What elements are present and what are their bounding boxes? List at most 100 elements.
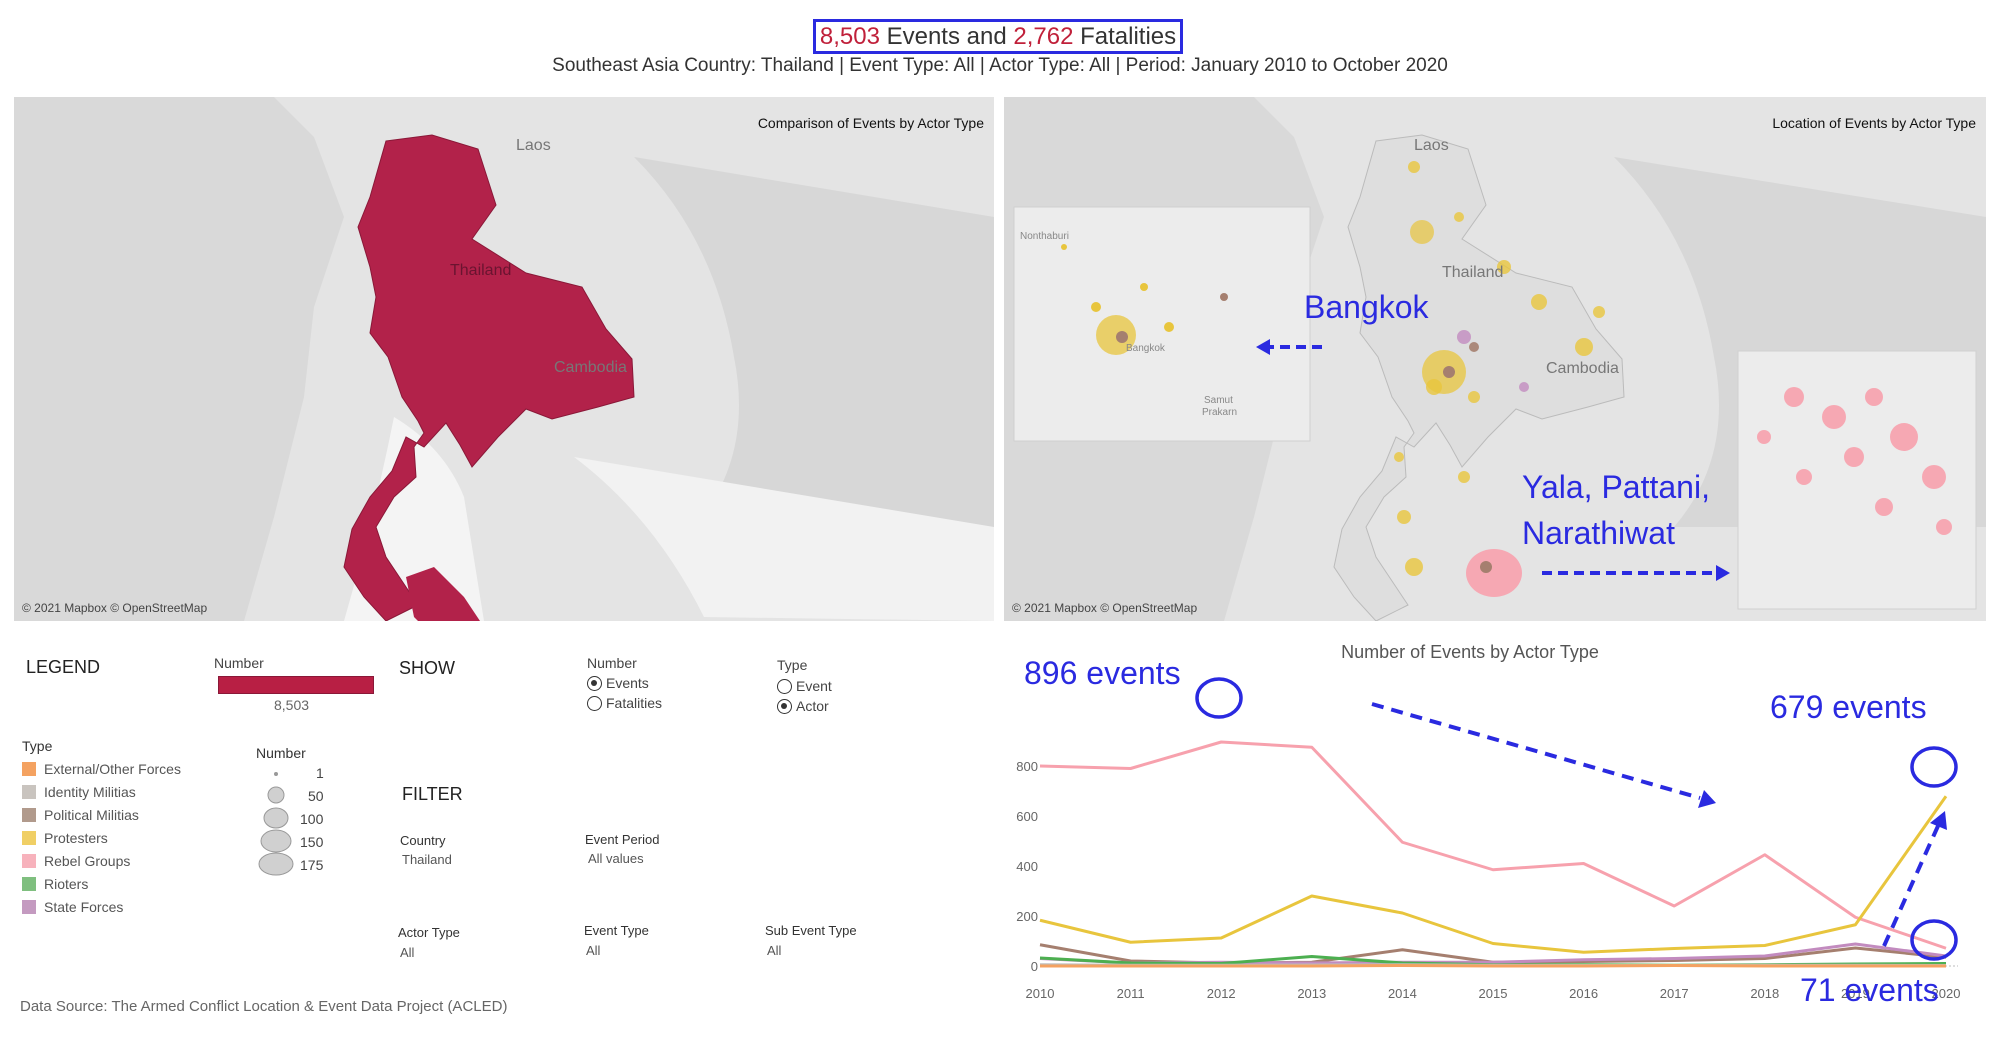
size-heading: Number xyxy=(256,745,306,761)
y-tick-label: 200 xyxy=(1016,909,1038,924)
legend-number-bar xyxy=(218,676,374,694)
label-thailand: Thailand xyxy=(450,262,512,279)
size-label-100: 100 xyxy=(300,811,324,827)
show-type-options: Event Actor xyxy=(777,676,832,716)
swatch xyxy=(22,830,36,845)
filter-actor-label: Actor Type xyxy=(398,925,460,940)
legend-heading: LEGEND xyxy=(26,657,101,677)
filter-country-label: Country xyxy=(400,833,446,848)
series-line-political-militias[interactable] xyxy=(1039,943,1947,965)
inset-label-bangkok: Bangkok xyxy=(1126,343,1165,354)
fatalities-count: 2,762 xyxy=(1013,23,1074,50)
events-count: 8,503 xyxy=(819,23,880,50)
x-tick-label: 2014 xyxy=(1388,986,1417,1001)
type-row-rebel[interactable]: Rebel Groups xyxy=(22,849,252,872)
annotation-bangkok: Bangkok xyxy=(1304,289,1429,325)
left-map-attribution: © 2021 Mapbox © OpenStreetMap xyxy=(22,601,208,615)
inset-label-prakarn: Prakarn xyxy=(1202,407,1238,418)
series-line-protesters[interactable] xyxy=(1039,795,1948,954)
swatch xyxy=(22,761,36,776)
filter-heading: FILTER xyxy=(402,784,463,804)
swatch xyxy=(22,899,36,914)
events-word: Events and xyxy=(879,23,1014,50)
filter-country-value[interactable]: Thailand xyxy=(402,852,452,867)
filter-period-label: Event Period xyxy=(585,832,660,847)
swatch xyxy=(22,807,36,822)
x-tick-label: 2011 xyxy=(1117,986,1145,1001)
label-cambodia: Cambodia xyxy=(554,359,627,376)
filter-sub-event-value[interactable]: All xyxy=(767,943,782,958)
type-row-external[interactable]: External/Other Forces xyxy=(22,757,252,780)
label-cambodia: Cambodia xyxy=(1546,360,1619,377)
show-heading: SHOW xyxy=(399,658,455,678)
filter-actor-value[interactable]: All xyxy=(400,945,415,960)
left-map-graphic xyxy=(14,97,994,621)
x-tick-label: 2016 xyxy=(1569,986,1598,1001)
type-legend-list: External/Other Forces Identity Militias … xyxy=(22,757,252,918)
x-tick-label: 2010 xyxy=(1026,986,1055,1001)
radio-icon xyxy=(587,695,602,711)
size-label-50: 50 xyxy=(308,788,324,804)
right-map[interactable]: Laos Thailand Cambodia Nonthaburi Bangko… xyxy=(1004,97,1986,621)
x-tick-label: 2013 xyxy=(1297,986,1326,1001)
x-tick-label: 2020 xyxy=(1932,986,1961,1001)
annotation-south-line1: Yala, Pattani, xyxy=(1522,469,1710,505)
filter-event-type-value[interactable]: All xyxy=(586,943,601,958)
inset-label-samut: Samut xyxy=(1204,395,1233,406)
size-label-1: 1 xyxy=(316,765,324,781)
show-number-options: Events Fatalities xyxy=(587,673,662,713)
radio-icon xyxy=(777,698,792,714)
swatch xyxy=(22,876,36,891)
series-line-rebel-groups[interactable] xyxy=(1039,740,1947,950)
filter-period-value[interactable]: All values xyxy=(588,851,644,866)
x-tick-label: 2018 xyxy=(1750,986,1779,1001)
headline-box: 8,503 Events and 2,762 Fatalities xyxy=(813,19,1183,54)
line-chart-panel: Number of Events by Actor Type 0 200 400 60… xyxy=(1000,630,1986,1037)
radio-fatalities[interactable]: Fatalities xyxy=(587,693,662,713)
left-map-title: Comparison of Events by Actor Type xyxy=(757,115,984,131)
y-tick-label: 400 xyxy=(1016,859,1038,874)
type-row-rioters[interactable]: Rioters xyxy=(22,872,252,895)
show-type-heading: Type xyxy=(777,657,808,673)
radio-icon xyxy=(777,678,792,694)
radio-events[interactable]: Events xyxy=(587,673,662,693)
y-tick-label: 800 xyxy=(1016,759,1038,774)
radio-actor[interactable]: Actor xyxy=(777,696,832,716)
annotation-rebel-end: 71 events xyxy=(1800,972,1939,1008)
left-map[interactable]: Laos Thailand Cambodia Comparison of Eve… xyxy=(14,97,994,621)
type-row-political[interactable]: Political Militias xyxy=(22,803,252,826)
annotation-peak: 896 events xyxy=(1024,655,1181,691)
x-tick-label: 2012 xyxy=(1207,986,1236,1001)
radio-label: Events xyxy=(606,675,649,691)
radio-event[interactable]: Event xyxy=(777,676,832,696)
type-row-identity[interactable]: Identity Militias xyxy=(22,780,252,803)
type-row-state[interactable]: State Forces xyxy=(22,895,252,918)
y-tick-label: 0 xyxy=(1031,959,1038,974)
type-label: Rebel Groups xyxy=(44,852,131,869)
right-map-attribution: © 2021 Mapbox © OpenStreetMap xyxy=(1012,601,1198,615)
legend-number-label: Number xyxy=(214,655,264,671)
size-label-175: 175 xyxy=(300,857,324,873)
label-thailand: Thailand xyxy=(1442,264,1504,281)
size-legend-circles xyxy=(258,772,294,876)
radio-icon xyxy=(587,675,602,691)
annotation-south-line2: Narathiwat xyxy=(1522,515,1675,551)
line-chart[interactable]: 0 200 400 600 800 2010 2011 2012 2013 2014 2015 201… xyxy=(1000,630,1986,1037)
type-label: External/Other Forces xyxy=(44,760,181,777)
type-label: Political Militias xyxy=(44,806,139,823)
series-line-external-other-forces[interactable] xyxy=(1040,964,1946,968)
type-heading: Type xyxy=(22,738,53,754)
type-label: Rioters xyxy=(44,875,89,892)
type-row-protesters[interactable]: Protesters xyxy=(22,826,252,849)
type-label: State Forces xyxy=(44,898,124,915)
type-label: Identity Militias xyxy=(44,783,136,800)
legend-number-value: 8,503 xyxy=(274,697,310,713)
radio-label: Event xyxy=(796,678,832,694)
page-subtitle: Southeast Asia Country: Thailand | Event… xyxy=(552,55,1448,76)
x-tick-label: 2019 xyxy=(1841,986,1870,1001)
inset-label-nonthaburi: Nonthaburi xyxy=(1020,231,1069,242)
radio-label: Fatalities xyxy=(606,695,663,711)
chart-title: Number of Events by Actor Type xyxy=(1341,642,1599,662)
x-tick-label: 2015 xyxy=(1479,986,1508,1001)
filter-event-type-label: Event Type xyxy=(584,923,649,938)
